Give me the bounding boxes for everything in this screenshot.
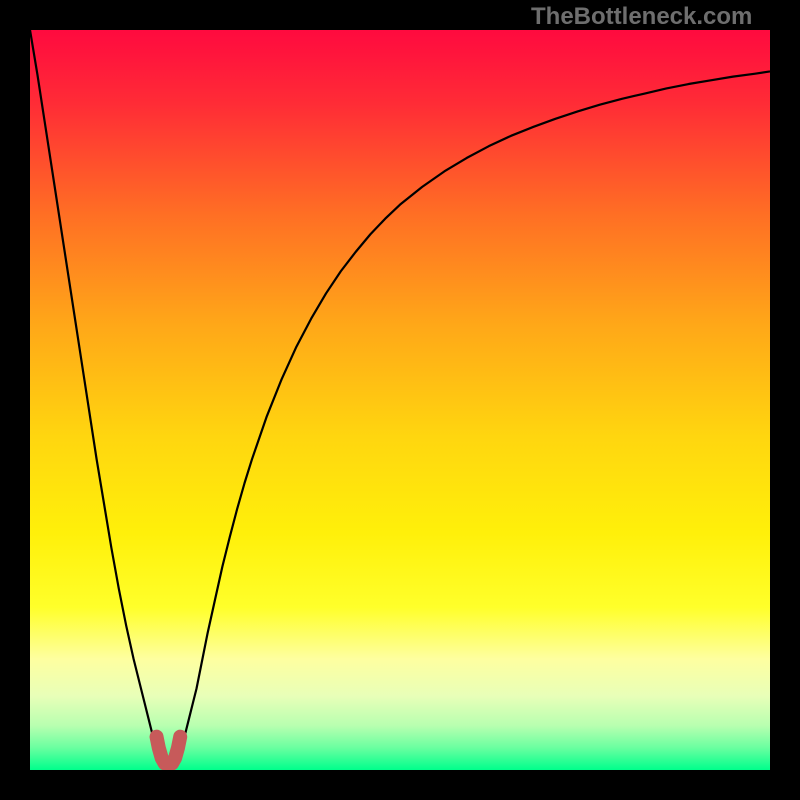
gradient-background [30,30,770,770]
plot-area [30,30,770,770]
chart-svg [30,30,770,770]
watermark-label: TheBottleneck.com [531,3,752,31]
chart-frame: TheBottleneck.com [0,0,800,800]
